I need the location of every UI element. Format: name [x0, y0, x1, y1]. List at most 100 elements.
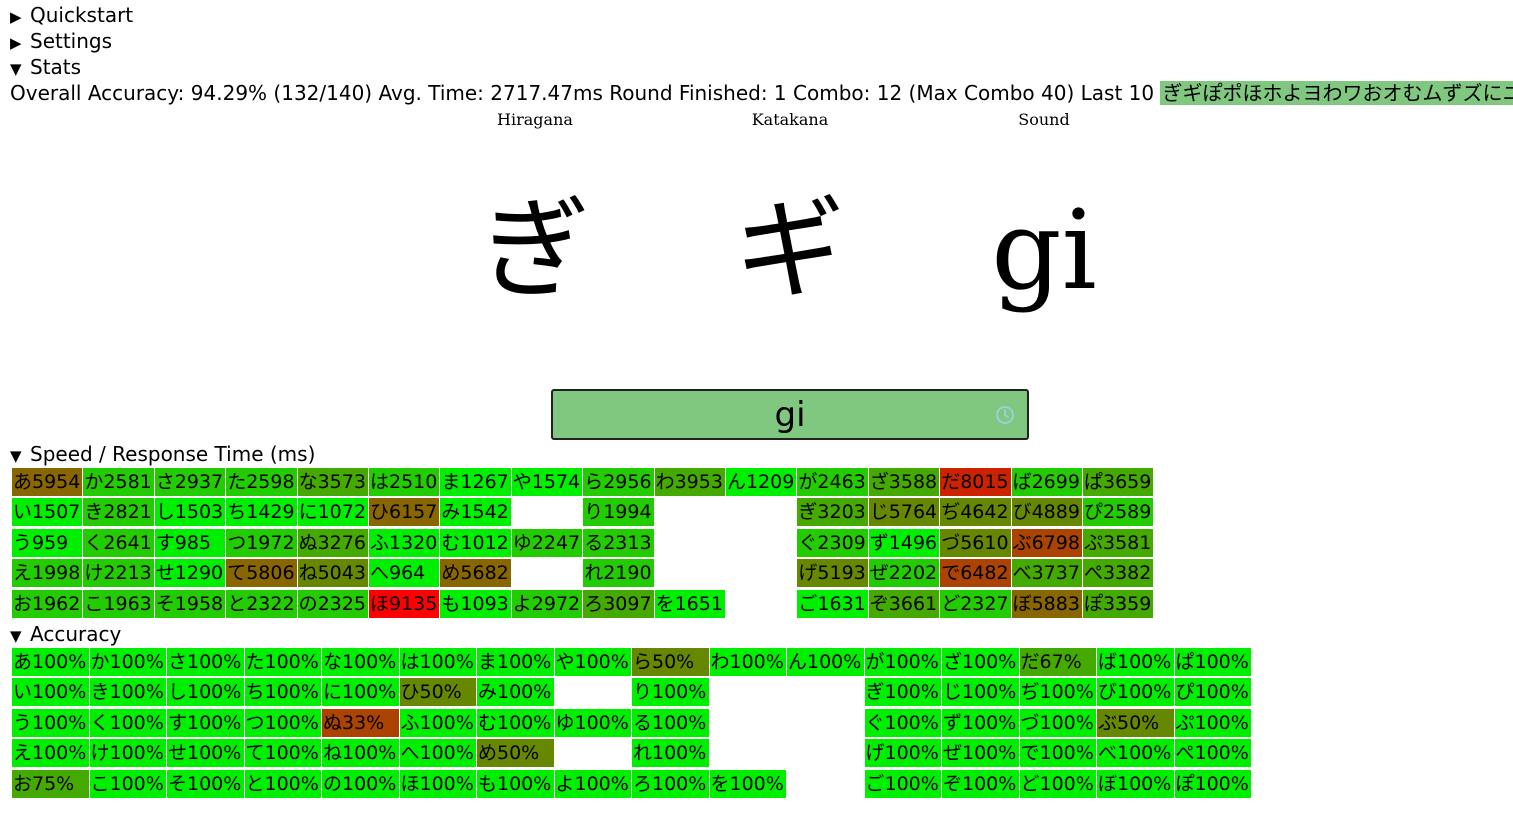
speed-cell: ゆ2247 [511, 528, 583, 557]
accuracy-cell: い100% [12, 678, 89, 707]
speed-cell: ら2956 [583, 468, 654, 496]
speed-cell: ぜ2202 [868, 559, 940, 588]
speed-cell: ぞ3661 [868, 589, 940, 618]
accuracy-cell: の100% [322, 769, 399, 798]
speed-cell: ご1631 [797, 589, 868, 618]
accuracy-cell: び100% [1097, 678, 1174, 707]
answer-input[interactable] [553, 391, 1027, 438]
accuracy-cell: あ100% [12, 648, 89, 676]
speed-cell: ぎ3203 [797, 498, 868, 527]
accuracy-cell: そ100% [167, 769, 244, 798]
accuracy-cell: や100% [554, 648, 631, 676]
speed-cell: つ1972 [226, 528, 297, 557]
speed-cell: り1994 [583, 498, 654, 527]
accuracy-cell: と100% [244, 769, 321, 798]
speed-cell: ず1496 [868, 528, 940, 557]
speed-cell: む1012 [440, 528, 511, 557]
accuracy-cell: ぢ100% [1019, 678, 1096, 707]
accuracy-cell: す100% [167, 708, 244, 737]
speed-cell: ぼ5883 [1011, 589, 1082, 618]
accuracy-cell: ち100% [244, 678, 321, 707]
speed-cell: て5806 [226, 559, 297, 588]
speed-cell: え1998 [12, 559, 83, 588]
avg-time-value: 2717.47ms [490, 81, 603, 105]
accuracy-cell: ぴ100% [1174, 678, 1251, 707]
sound-header: Sound [1018, 110, 1070, 129]
accuracy-cell: ぞ100% [942, 769, 1019, 798]
accuracy-cell: ば100% [1097, 648, 1174, 676]
speed-cell: や1574 [511, 468, 583, 496]
accuracy-cell: れ100% [632, 739, 709, 768]
speed-cell: ち1429 [226, 498, 297, 527]
accuracy-cell: へ100% [399, 739, 476, 768]
speed-cell: し1503 [154, 498, 226, 527]
speed-cell: そ1958 [154, 589, 226, 618]
speed-cell: ぽ3359 [1083, 589, 1154, 618]
expanded-triangle-icon: ▼ [10, 627, 22, 645]
speed-cell: ま1267 [440, 468, 511, 496]
speed-cell: け2213 [83, 559, 154, 588]
accuracy-cell: は100% [399, 648, 476, 676]
accuracy-cell: で100% [1019, 739, 1096, 768]
clock-icon [996, 406, 1014, 424]
accuracy-cell: ひ50% [399, 678, 476, 707]
settings-toggle[interactable]: ▶ Settings [10, 28, 112, 54]
accuracy-cell: た100% [244, 648, 321, 676]
speed-cell: ぴ2589 [1083, 498, 1154, 527]
accuracy-cell: ぱ100% [1174, 648, 1251, 676]
combo-label: Combo: [793, 81, 871, 105]
avg-time-label: Avg. Time: [378, 81, 484, 105]
stats-toggle[interactable]: ▼ Stats [10, 54, 81, 80]
speed-cell: な3573 [297, 468, 368, 496]
sound-prompt: gi [991, 186, 1097, 314]
speed-cell: か2581 [83, 468, 154, 496]
accuracy-cell: ぽ100% [1174, 769, 1251, 798]
accuracy-cell: ら50% [632, 648, 709, 676]
accuracy-cell: し100% [167, 678, 244, 707]
speed-cell: び4889 [1011, 498, 1082, 527]
speed-cell: み1542 [440, 498, 511, 527]
accuracy-cell: ず100% [942, 708, 1019, 737]
speed-cell: で6482 [940, 559, 1011, 588]
accuracy-cell: ぺ100% [1174, 739, 1251, 768]
speed-cell: ざ3588 [868, 468, 940, 496]
speed-cell: に1072 [297, 498, 368, 527]
speed-cell: い1507 [12, 498, 83, 527]
speed-toggle[interactable]: ▼ Speed / Response Time (ms) [10, 441, 315, 467]
settings-label: Settings [30, 29, 113, 53]
speed-cell: ぐ2309 [797, 528, 868, 557]
accuracy-cell: ぶ50% [1097, 708, 1174, 737]
accuracy-cell: ぜ100% [942, 739, 1019, 768]
speed-cell: き2821 [83, 498, 154, 527]
accuracy-cell: ぎ100% [864, 678, 941, 707]
accuracy-cell: ぼ100% [1097, 769, 1174, 798]
accuracy-cell: ん100% [787, 648, 864, 676]
accuracy-cell: め50% [477, 739, 554, 768]
speed-cell: ど2327 [940, 589, 1011, 618]
speed-cell: ん1209 [726, 468, 797, 496]
expanded-triangle-icon: ▼ [10, 447, 22, 465]
speed-cell: へ964 [369, 559, 440, 588]
accuracy-cell: つ100% [244, 708, 321, 737]
accuracy-cell: う100% [12, 708, 89, 737]
stats-label: Stats [30, 55, 82, 79]
speed-cell: づ5610 [940, 528, 1011, 557]
speed-cell: せ1290 [154, 559, 226, 588]
speed-cell: ぺ3382 [1083, 559, 1154, 588]
accuracy-cell: ぷ100% [1174, 708, 1251, 737]
quickstart-toggle[interactable]: ▶ Quickstart [10, 2, 133, 28]
speed-cell: も1093 [440, 589, 511, 618]
speed-cell: す985 [154, 528, 226, 557]
accuracy-cell: ね100% [322, 739, 399, 768]
speed-cell: ぷ3581 [1083, 528, 1154, 557]
speed-cell: じ5764 [868, 498, 940, 527]
speed-cell: ろ3097 [583, 589, 654, 618]
accuracy-label: Overall Accuracy: [10, 81, 185, 105]
accuracy-toggle[interactable]: ▼ Accuracy [10, 621, 121, 647]
accuracy-cell: ぬ33% [322, 708, 399, 737]
accuracy-value: 94.29% (132/140) [190, 81, 373, 105]
accuracy-cell: ほ100% [399, 769, 476, 798]
speed-cell: さ2937 [154, 468, 226, 496]
accuracy-cell: も100% [477, 769, 554, 798]
